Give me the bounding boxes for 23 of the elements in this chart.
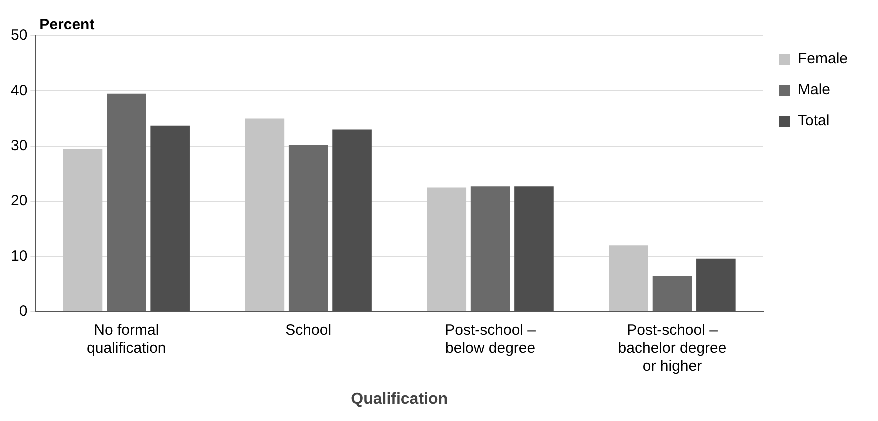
y-tick-label: 20 [10,192,28,210]
bar [288,145,328,312]
x-tick-label: Post-school – below degree [445,322,537,357]
bar [470,186,510,312]
y-tick-label: 40 [10,82,28,100]
x-tick-label: School [286,322,332,339]
legend-label: Female [798,50,848,68]
y-axis-title: Percent [40,16,95,34]
bar [609,246,648,312]
bar [427,188,467,312]
y-tick-label: 30 [10,137,28,154]
x-tick-label: No formal qualification [87,322,166,357]
legend-label: Male [798,82,830,99]
bar [107,94,146,312]
x-axis-title: Qualification [351,390,448,408]
bar [245,118,285,312]
x-tick-label: Post-school – bachelor degree or higher [618,322,727,375]
bar [652,276,692,312]
y-tick-label: 50 [10,27,28,44]
bar [63,149,103,312]
y-tick-label: 0 [19,302,28,320]
y-tick-label: 10 [10,248,28,265]
legend-label: Total [798,112,830,130]
